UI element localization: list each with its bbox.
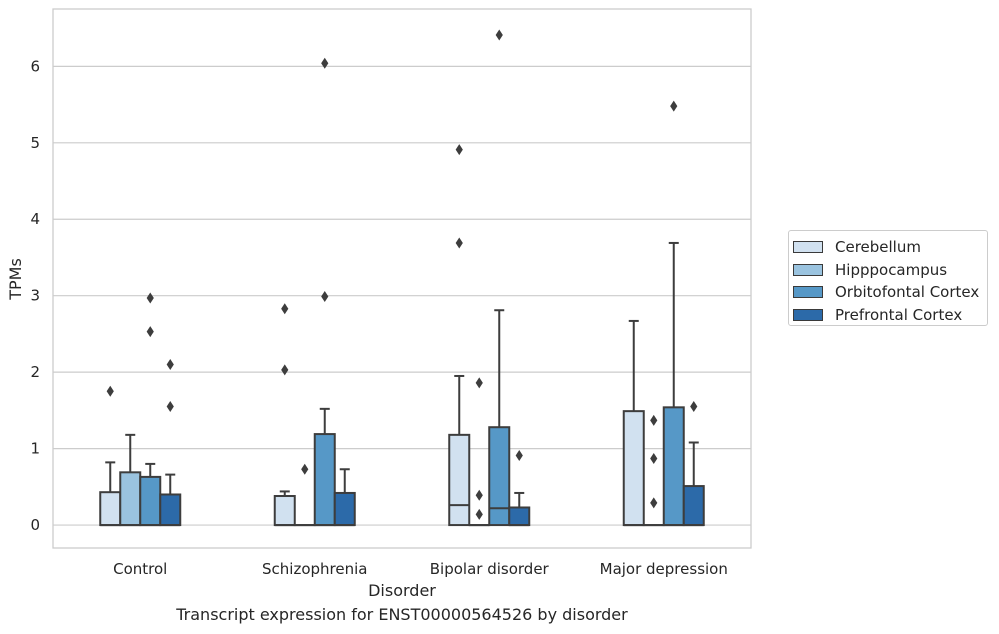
outlier-point bbox=[495, 29, 503, 41]
box bbox=[662, 406, 685, 527]
outlier-point bbox=[475, 489, 483, 501]
y-tick-label: 2 bbox=[30, 363, 40, 381]
x-tick-label: Major depression bbox=[600, 560, 728, 578]
outlier-point bbox=[146, 292, 154, 304]
box-group bbox=[488, 29, 511, 527]
legend-item-orbitofrontal-cortex: Orbitofontal Cortex bbox=[789, 281, 987, 304]
legend-swatch bbox=[793, 241, 823, 254]
outlier-point bbox=[106, 385, 114, 397]
outlier-point bbox=[455, 237, 463, 249]
outlier-point bbox=[166, 359, 174, 371]
box bbox=[488, 426, 511, 527]
box-group bbox=[682, 401, 705, 527]
outlier-point bbox=[281, 364, 289, 376]
x-tick-label: Bipolar disorder bbox=[430, 560, 550, 578]
box bbox=[508, 506, 531, 527]
x-tick-label: Control bbox=[113, 560, 167, 578]
outlier-point bbox=[455, 144, 463, 156]
outlier-point bbox=[650, 453, 658, 465]
y-tick-label: 1 bbox=[30, 440, 40, 458]
box-group bbox=[139, 292, 162, 527]
box-group bbox=[159, 359, 182, 527]
y-tick-label: 4 bbox=[30, 210, 40, 228]
legend-label: Hipppocampus bbox=[835, 260, 948, 279]
box-group bbox=[333, 468, 356, 527]
y-tick-label: 5 bbox=[30, 134, 40, 152]
box-group bbox=[508, 449, 531, 527]
box-group bbox=[293, 463, 316, 527]
box bbox=[99, 491, 122, 527]
y-axis-label: TPMs bbox=[6, 258, 25, 301]
y-tick-labels: 0 1 2 3 4 5 6 bbox=[30, 57, 40, 534]
x-axis-label: Disorder bbox=[368, 581, 436, 600]
legend-item-hippocampus: Hipppocampus bbox=[789, 259, 987, 282]
legend: Cerebellum Hipppocampus Orbitofontal Cor… bbox=[788, 230, 988, 326]
box-group bbox=[662, 100, 685, 527]
box bbox=[333, 491, 356, 527]
legend-swatch bbox=[793, 308, 823, 321]
figure-caption: Transcript expression for ENST0000056452… bbox=[176, 605, 628, 624]
y-tick-label: 3 bbox=[30, 287, 40, 305]
outlier-point bbox=[650, 414, 658, 426]
box-plot-series bbox=[99, 29, 705, 527]
legend-label: Orbitofontal Cortex bbox=[835, 283, 980, 302]
box-group bbox=[273, 303, 296, 527]
box-group bbox=[468, 377, 491, 527]
outlier-point bbox=[146, 326, 154, 338]
box bbox=[119, 471, 142, 527]
box bbox=[159, 493, 182, 527]
outlier-point bbox=[690, 401, 698, 413]
legend-item-prefrontal-cortex: Prefrontal Cortex bbox=[789, 304, 987, 327]
outlier-point bbox=[281, 303, 289, 315]
box-group bbox=[448, 144, 471, 527]
box bbox=[622, 410, 645, 527]
legend-label: Prefrontal Cortex bbox=[835, 305, 963, 324]
outlier-point bbox=[515, 449, 523, 461]
y-tick-label: 6 bbox=[30, 57, 40, 75]
box bbox=[448, 433, 471, 527]
box bbox=[139, 475, 162, 527]
legend-item-cerebellum: Cerebellum bbox=[789, 236, 987, 259]
box-group bbox=[313, 57, 336, 527]
legend-label: Cerebellum bbox=[835, 238, 921, 257]
box bbox=[313, 433, 336, 527]
y-gridlines bbox=[53, 65, 751, 526]
box bbox=[273, 495, 296, 527]
outlier-point bbox=[166, 401, 174, 413]
legend-swatch bbox=[793, 286, 823, 299]
x-tick-label: Schizophrenia bbox=[262, 560, 367, 578]
outlier-point bbox=[321, 57, 329, 69]
outlier-point bbox=[650, 497, 658, 509]
outlier-point bbox=[321, 290, 329, 302]
outlier-point bbox=[475, 508, 483, 520]
box-group bbox=[99, 385, 122, 527]
plot-frame bbox=[52, 8, 752, 549]
y-tick-label: 0 bbox=[30, 516, 40, 534]
outlier-point bbox=[670, 100, 678, 112]
box bbox=[682, 485, 705, 527]
x-tick-labels: Control Schizophrenia Bipolar disorder Majo… bbox=[113, 560, 728, 578]
box-group bbox=[622, 319, 645, 527]
box-group bbox=[642, 414, 665, 527]
legend-swatch bbox=[793, 263, 823, 276]
outlier-point bbox=[301, 463, 309, 475]
outlier-point bbox=[475, 377, 483, 389]
